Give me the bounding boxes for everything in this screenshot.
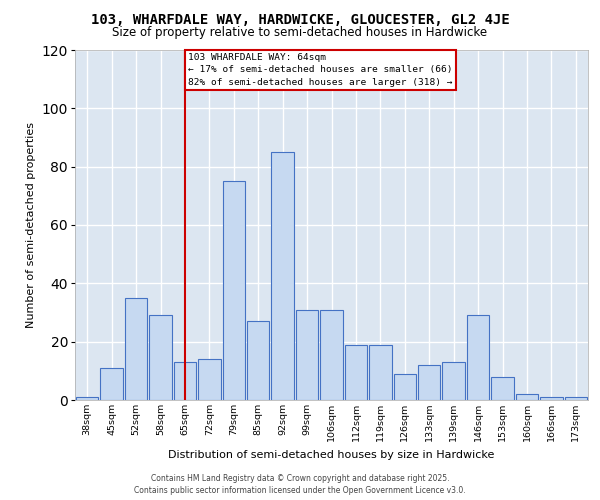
Bar [247, 322, 269, 400]
Bar [418, 365, 440, 400]
Bar [149, 316, 172, 400]
Bar [344, 344, 367, 400]
Bar [565, 397, 587, 400]
Bar [198, 359, 221, 400]
Bar [125, 298, 148, 400]
Bar [296, 310, 319, 400]
Text: 103, WHARFDALE WAY, HARDWICKE, GLOUCESTER, GL2 4JE: 103, WHARFDALE WAY, HARDWICKE, GLOUCESTE… [91, 12, 509, 26]
Bar [515, 394, 538, 400]
Text: Contains HM Land Registry data © Crown copyright and database right 2025.
Contai: Contains HM Land Registry data © Crown c… [134, 474, 466, 495]
Bar [320, 310, 343, 400]
Bar [442, 362, 465, 400]
Text: 103 WHARFDALE WAY: 64sqm
← 17% of semi-detached houses are smaller (66)
82% of s: 103 WHARFDALE WAY: 64sqm ← 17% of semi-d… [188, 53, 452, 87]
Bar [271, 152, 294, 400]
Bar [76, 397, 98, 400]
Bar [467, 316, 490, 400]
Bar [173, 362, 196, 400]
Bar [540, 397, 563, 400]
X-axis label: Distribution of semi-detached houses by size in Hardwicke: Distribution of semi-detached houses by … [169, 450, 494, 460]
Y-axis label: Number of semi-detached properties: Number of semi-detached properties [26, 122, 36, 328]
Bar [369, 344, 392, 400]
Bar [100, 368, 123, 400]
Bar [394, 374, 416, 400]
Bar [223, 182, 245, 400]
Bar [491, 376, 514, 400]
Text: Size of property relative to semi-detached houses in Hardwicke: Size of property relative to semi-detach… [112, 26, 488, 39]
